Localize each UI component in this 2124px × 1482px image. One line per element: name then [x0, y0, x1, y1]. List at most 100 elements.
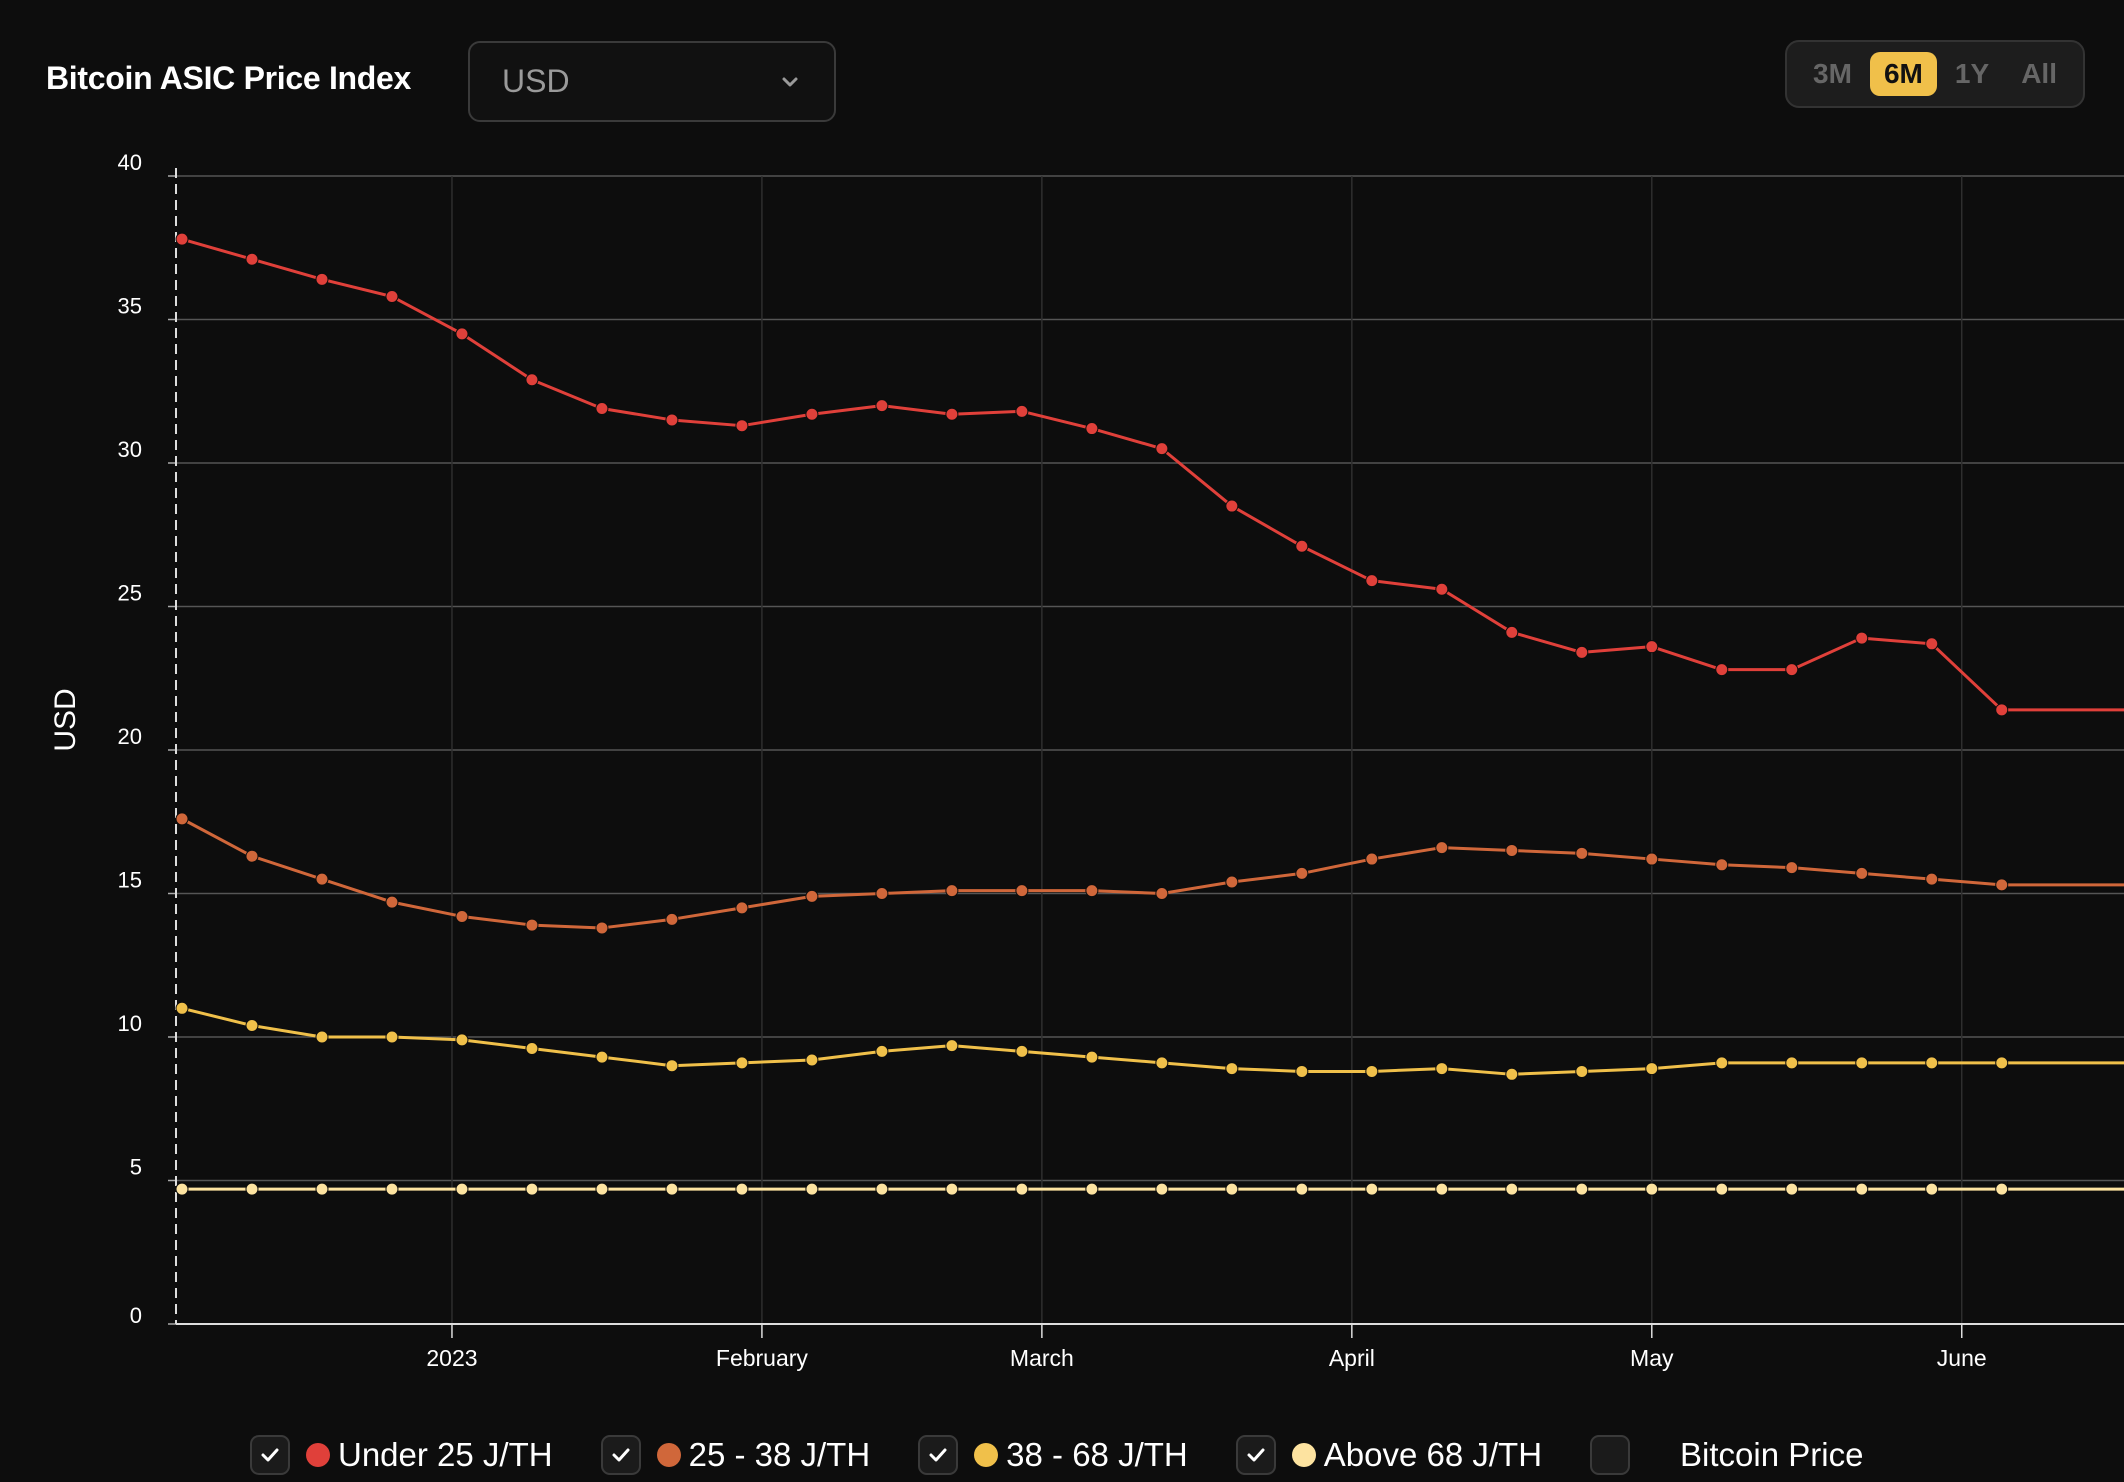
data-point — [1645, 1062, 1659, 1076]
currency-select[interactable]: USD — [468, 41, 836, 122]
data-point — [595, 1050, 609, 1064]
range-button-3m[interactable]: 3M — [1813, 58, 1852, 89]
data-point — [175, 812, 189, 826]
data-point — [1925, 872, 1939, 886]
range-button-6m[interactable]: 6M — [1869, 52, 1937, 96]
data-point — [525, 918, 539, 932]
data-point — [1505, 1067, 1519, 1081]
y-tick-label: 0 — [130, 1303, 142, 1328]
x-tick-label: March — [1010, 1345, 1074, 1371]
checkbox-bitcoin-price[interactable] — [1590, 1435, 1631, 1475]
legend-swatch — [306, 1443, 330, 1467]
data-point — [1995, 1056, 2009, 1070]
checkbox-38-68[interactable] — [918, 1435, 959, 1475]
data-point — [1435, 841, 1449, 855]
legend-label: 38 - 68 J/TH — [1006, 1436, 1188, 1473]
data-point — [735, 1182, 749, 1196]
data-point — [525, 1041, 539, 1055]
check-icon — [261, 1448, 279, 1462]
data-point — [1995, 1182, 2009, 1196]
chart-title: Bitcoin ASIC Price Index — [46, 60, 412, 96]
chevron-down-icon — [782, 77, 798, 86]
data-point — [595, 1182, 609, 1196]
data-point — [385, 895, 399, 909]
range-button-1y[interactable]: 1Y — [1954, 58, 1990, 89]
legend-item-38-68[interactable]: 38 - 68 J/TH — [918, 1435, 1188, 1475]
data-point — [1925, 1182, 1939, 1196]
data-point — [1995, 703, 2009, 717]
y-tick-label: 5 — [130, 1155, 142, 1180]
y-tick-label: 30 — [118, 437, 142, 462]
data-point — [805, 889, 819, 903]
legend-item-bitcoin-price[interactable]: Bitcoin Price — [1590, 1435, 1863, 1475]
currency-select-value: USD — [502, 63, 570, 99]
data-point — [735, 901, 749, 915]
checkbox-25-38[interactable] — [600, 1435, 641, 1475]
data-point — [875, 1182, 889, 1196]
data-point — [1645, 640, 1659, 654]
series-line-38-68-j-th — [181, 1006, 2124, 1076]
data-point — [385, 290, 399, 304]
data-point — [245, 252, 259, 266]
check-icon — [612, 1448, 630, 1462]
data-point — [945, 1182, 959, 1196]
data-point — [455, 327, 469, 341]
data-point — [525, 1182, 539, 1196]
x-tick-label: February — [716, 1345, 809, 1371]
legend-item-under-25[interactable]: Under 25 J/TH — [250, 1435, 553, 1475]
data-point — [175, 1001, 189, 1015]
data-point — [735, 1056, 749, 1070]
y-tick-label: 35 — [118, 294, 142, 319]
data-point — [595, 921, 609, 935]
data-point — [175, 232, 189, 246]
x-tick-label: 2023 — [426, 1345, 477, 1371]
legend-item-25-38[interactable]: 25 - 38 J/TH — [600, 1435, 871, 1475]
y-tick-label: 25 — [118, 581, 142, 606]
data-point — [315, 1182, 329, 1196]
data-point — [1085, 884, 1099, 898]
data-point — [1085, 1182, 1099, 1196]
data-point — [1085, 422, 1099, 436]
data-point — [1575, 645, 1589, 659]
axis-layer: 0 5 10 15 20 25 30 35 40 2023 February March April Ma… — [118, 150, 2124, 1371]
data-point — [1925, 1056, 1939, 1070]
data-point — [945, 407, 959, 421]
data-point — [1295, 1182, 1309, 1196]
y-tick-label: 10 — [118, 1011, 142, 1036]
data-point — [1295, 539, 1309, 553]
y-tick-label: 40 — [118, 150, 142, 175]
data-point — [315, 1030, 329, 1044]
data-point — [455, 909, 469, 923]
check-icon — [929, 1448, 947, 1462]
data-point — [1435, 1062, 1449, 1076]
data-point — [1225, 499, 1239, 513]
series-line-under-25-j-th — [181, 237, 2124, 712]
range-button-all[interactable]: All — [2021, 58, 2057, 89]
checkbox-above-68[interactable] — [1235, 1435, 1276, 1475]
legend-item-above-68[interactable]: Above 68 J/TH — [1235, 1435, 1542, 1475]
data-point — [1785, 861, 1799, 875]
x-tick-label: May — [1630, 1345, 1674, 1371]
data-point — [1855, 1182, 1869, 1196]
data-point — [455, 1033, 469, 1047]
data-point — [1225, 1182, 1239, 1196]
data-point — [1155, 887, 1169, 900]
data-point — [1645, 852, 1659, 866]
time-range-selector: 3M 6M 1Y All — [1785, 40, 2085, 108]
data-point — [1435, 1182, 1449, 1196]
legend-label: 25 - 38 J/TH — [688, 1436, 871, 1473]
legend-swatch — [656, 1443, 681, 1467]
data-point — [665, 1182, 679, 1196]
data-point — [1225, 875, 1239, 889]
checkbox-under-25[interactable] — [250, 1435, 290, 1475]
data-point — [175, 1182, 189, 1196]
data-point — [1365, 574, 1379, 588]
x-tick-label: June — [1937, 1345, 1987, 1371]
data-point — [595, 401, 609, 415]
data-point — [455, 1182, 469, 1196]
data-point — [1575, 1182, 1589, 1196]
data-point — [665, 1059, 679, 1073]
data-point — [875, 887, 889, 900]
legend-swatch — [974, 1443, 999, 1467]
data-point — [805, 407, 819, 421]
